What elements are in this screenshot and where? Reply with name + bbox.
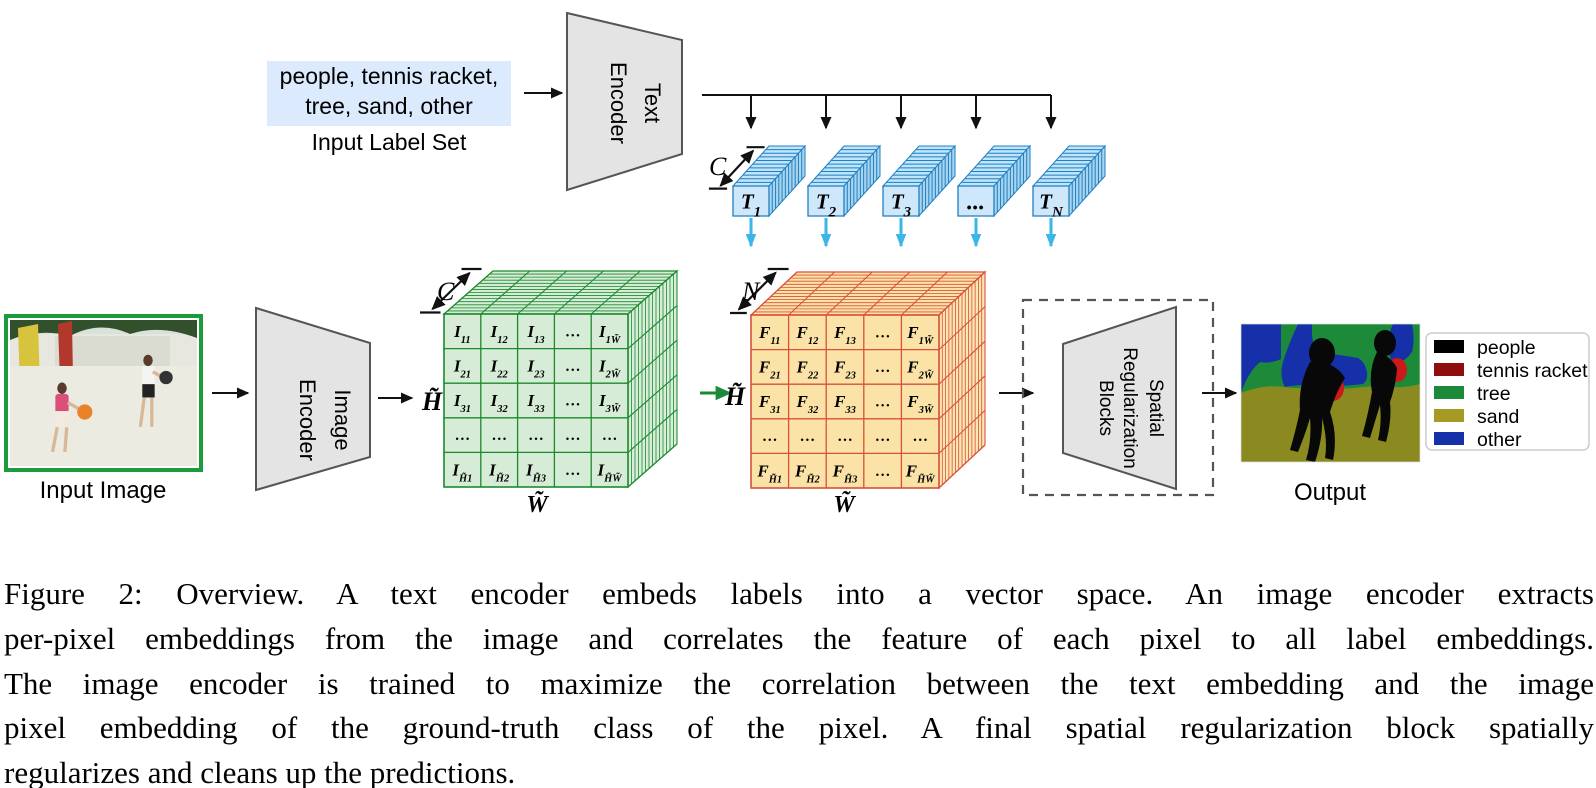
svg-text:...: ... [875,353,891,377]
svg-text:...: ... [565,456,581,480]
svg-text:W̃: W̃ [833,492,856,518]
svg-text:H̃: H̃ [421,387,443,416]
svg-text:...: ... [455,421,471,445]
svg-text:...: ... [762,422,778,446]
svg-text:C: C [437,277,455,306]
svg-text:...: ... [602,421,618,445]
svg-text:tree: tree [1477,383,1511,405]
svg-text:W̃: W̃ [526,492,549,518]
svg-text:...: ... [875,318,891,342]
svg-text:Spatial: Spatial [1145,379,1166,437]
svg-text:Encoder: Encoder [295,379,320,461]
svg-text:Image: Image [330,389,355,450]
svg-text:...: ... [837,422,853,446]
svg-text:Text: Text [640,83,665,123]
svg-text:...: ... [491,421,507,445]
svg-text:Encoder: Encoder [606,62,631,144]
svg-text:other: other [1477,429,1522,451]
svg-text:...: ... [565,387,581,411]
svg-text:Input Image: Input Image [40,477,167,504]
svg-text:...: ... [875,388,891,412]
svg-text:...: ... [800,422,816,446]
svg-text:...: ... [528,421,544,445]
svg-text:N: N [741,277,761,306]
svg-text:...: ... [967,189,985,215]
svg-text:tennis racket: tennis racket [1477,360,1588,382]
svg-text:...: ... [875,457,891,481]
svg-text:people: people [1477,337,1536,359]
svg-text:...: ... [912,422,928,446]
svg-text:C: C [709,152,727,181]
svg-text:Blocks: Blocks [1095,380,1116,436]
svg-text:tree, sand, other: tree, sand, other [305,93,473,119]
svg-text:Output: Output [1294,479,1366,506]
svg-text:...: ... [565,421,581,445]
svg-text:...: ... [565,352,581,376]
svg-text:...: ... [875,422,891,446]
svg-text:Regularization: Regularization [1119,347,1140,468]
svg-text:sand: sand [1477,406,1519,428]
svg-text:people, tennis racket,: people, tennis racket, [280,63,499,89]
svg-text:Input Label Set: Input Label Set [312,129,467,155]
svg-text:H̃: H̃ [724,382,746,411]
svg-text:...: ... [565,317,581,341]
